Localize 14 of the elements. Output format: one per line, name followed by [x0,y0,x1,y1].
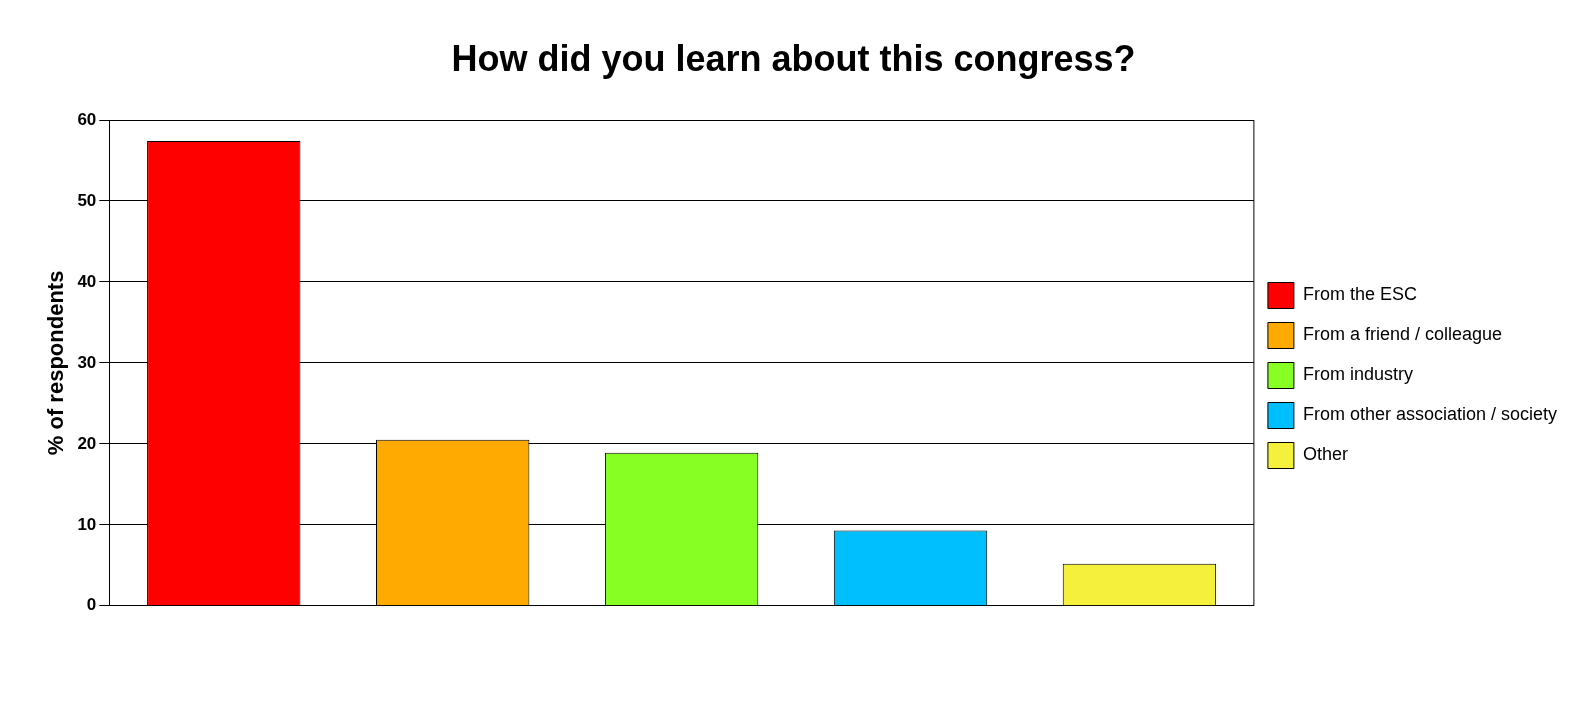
legend-label: From industry [1302,364,1413,385]
y-tick-label: 50 [77,190,97,210]
y-tick-label: 0 [86,595,97,615]
y-tick-label: 40 [77,271,97,291]
chart-title: How did you learn about this congress? [450,38,1137,80]
legend-label: From the ESC [1302,284,1417,305]
legend-label: From a friend / colleague [1302,324,1503,345]
y-axis-title: % of respondents [43,270,69,456]
legend-label: From other association / society [1302,404,1558,425]
legend-label: Other [1302,444,1348,465]
y-tick-label: 30 [77,352,97,372]
y-tick-label: 10 [77,514,97,534]
y-tick-label: 60 [77,109,97,129]
y-tick-label: 20 [77,433,97,453]
